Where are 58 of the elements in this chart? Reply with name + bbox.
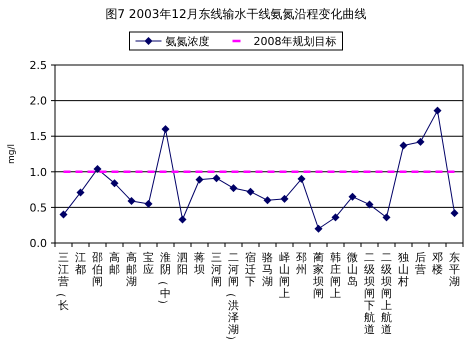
point bbox=[162, 125, 170, 134]
x-tick-label: 邵伯闸 bbox=[92, 251, 103, 288]
x-tick-label: 二级坝闸下航道 bbox=[363, 251, 375, 336]
point bbox=[128, 196, 136, 205]
point bbox=[366, 200, 374, 209]
x-tick-label: 东平湖 bbox=[449, 251, 460, 288]
x-tick-label: 峄山闸上 bbox=[279, 251, 290, 300]
x-tick-label: 高邮 bbox=[109, 251, 120, 276]
x-tick-label: 韩庄闸上 bbox=[330, 251, 341, 300]
x-tick-label: 宝应 bbox=[143, 251, 154, 276]
point bbox=[348, 192, 356, 201]
x-tick-label: 后营 bbox=[415, 251, 426, 276]
y-tick-label: 2.5 bbox=[30, 59, 47, 72]
x-tick-label: 骆马湖 bbox=[262, 251, 273, 288]
point bbox=[450, 209, 458, 218]
x-tick-label: 微山岛 bbox=[347, 251, 358, 288]
x-tick-label: 蔺家坝闸 bbox=[312, 251, 324, 300]
y-tick-label: 0.0 bbox=[30, 237, 47, 250]
x-tick-label: 宿迁下 bbox=[245, 251, 256, 288]
x-tick-label: 二级坝闸上航道 bbox=[380, 251, 392, 336]
legend-label: 氨氮浓度 bbox=[166, 35, 210, 48]
chart-title: 图7 2003年12月东线输水干线氨氮沿程变化曲线 bbox=[105, 7, 367, 21]
point bbox=[144, 200, 152, 208]
point bbox=[400, 141, 408, 150]
point bbox=[264, 196, 272, 204]
point bbox=[280, 194, 288, 203]
x-tick-label: 三江营（长 bbox=[55, 251, 69, 312]
y-tick-label: 0.5 bbox=[30, 201, 47, 214]
y-tick-label: 1.0 bbox=[30, 166, 47, 179]
point bbox=[416, 138, 424, 146]
point bbox=[178, 216, 186, 224]
point bbox=[212, 174, 220, 182]
point bbox=[314, 224, 322, 233]
legend-label: 2008年规划目标 bbox=[254, 35, 336, 48]
point bbox=[298, 174, 306, 183]
x-tick-label: 淮阴（中） bbox=[157, 251, 171, 310]
y-tick-label: 2.0 bbox=[30, 94, 47, 108]
x-tick-label: 江都 bbox=[75, 251, 86, 276]
x-tick-label: 高邮湖 bbox=[126, 251, 137, 288]
point bbox=[332, 213, 340, 222]
x-tick-label: 邓楼 bbox=[432, 251, 443, 276]
point bbox=[434, 106, 442, 115]
point bbox=[382, 213, 390, 222]
x-tick-label: 蒋坝 bbox=[193, 251, 205, 276]
x-tick-label: 二河闸（洪泽湖） bbox=[225, 251, 239, 346]
point bbox=[60, 210, 68, 219]
point bbox=[246, 188, 254, 196]
y-tick-label: 1.5 bbox=[30, 130, 47, 144]
x-tick-label: 泗阳 bbox=[177, 251, 188, 276]
point bbox=[110, 179, 118, 188]
point bbox=[76, 188, 84, 196]
y-axis-title: mg/l bbox=[7, 144, 17, 164]
x-tick-label: 独山村 bbox=[397, 251, 409, 288]
x-tick-label: 三河闸 bbox=[211, 251, 222, 288]
x-tick-label: 邳州 bbox=[296, 251, 307, 276]
point bbox=[230, 184, 238, 192]
point bbox=[94, 164, 102, 173]
point bbox=[196, 176, 204, 184]
